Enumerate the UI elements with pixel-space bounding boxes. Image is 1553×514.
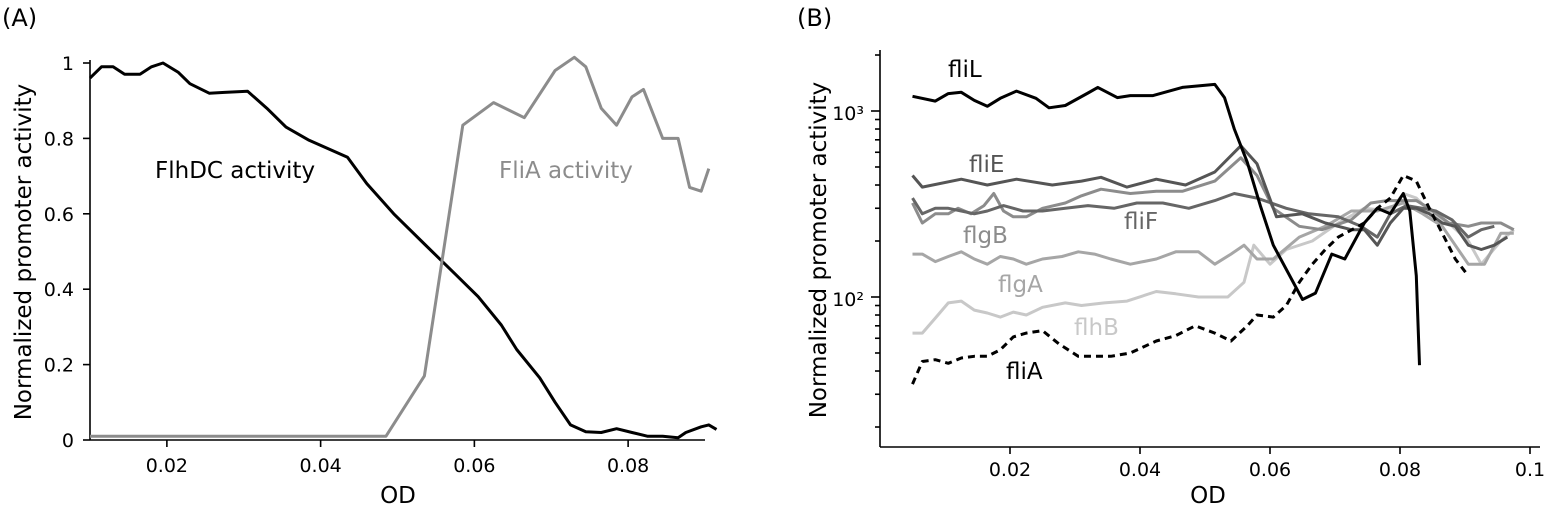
series-label-flia-activity: FliA activity bbox=[499, 158, 633, 184]
y-tick-label: 0.6 bbox=[44, 204, 74, 226]
x-tick-label: 0.04 bbox=[299, 455, 341, 477]
series-line-flgb bbox=[911, 156, 1515, 232]
y-tick-label: 0.2 bbox=[44, 355, 74, 377]
y-tick-label: 0 bbox=[62, 430, 74, 452]
x-tick-label: 0.08 bbox=[607, 455, 649, 477]
series-label-flga: flgA bbox=[998, 272, 1043, 298]
y-tick-label: 1 bbox=[62, 53, 74, 75]
series-label-flie: fliE bbox=[969, 152, 1004, 178]
y-tick-label: 0.8 bbox=[44, 128, 74, 150]
panel-b-ticks: 0.02 0.04 0.06 0.08 0.1 10² 10³ bbox=[832, 54, 1545, 481]
panel-a-ticks: 0.02 0.04 0.06 0.08 0 0.2 0.4 0.6 0.8 1 bbox=[44, 53, 650, 477]
x-tick-label: 0.08 bbox=[1379, 459, 1421, 481]
panel-a: (A) 0.02 0.04 0.06 0.08 0 0.2 0.4 0.6 0.8 1 OD No… bbox=[2, 4, 718, 509]
panel-b-label: (B) bbox=[797, 4, 832, 32]
series-line-flil bbox=[912, 82, 1421, 366]
series-label-flhdc: FlhDC activity bbox=[155, 158, 315, 184]
y-tick-label: 0.4 bbox=[44, 279, 74, 301]
y-tick-label: 10³ bbox=[832, 103, 864, 125]
series-line-flif bbox=[911, 192, 1495, 239]
series-label-flif: fliF bbox=[1124, 209, 1158, 235]
panel-a-label: (A) bbox=[2, 4, 37, 32]
x-tick-label: 0.1 bbox=[1515, 459, 1545, 481]
series-label-flia: fliA bbox=[1006, 359, 1043, 385]
panel-b-series bbox=[911, 82, 1515, 385]
series-label-flgb: flgB bbox=[963, 223, 1008, 249]
x-tick-label: 0.04 bbox=[1119, 459, 1161, 481]
series-label-flil: fliL bbox=[948, 57, 982, 83]
series-label-flhb: flhB bbox=[1074, 315, 1119, 341]
series-line-flhdc bbox=[88, 61, 718, 440]
panel-a-series bbox=[88, 55, 718, 440]
panel-a-x-label: OD bbox=[380, 483, 416, 509]
series-line-flie bbox=[911, 144, 1509, 251]
y-tick-label: 10² bbox=[832, 289, 864, 311]
panel-b-x-label: OD bbox=[1190, 483, 1226, 509]
x-tick-label: 0.06 bbox=[453, 455, 495, 477]
series-line-flia bbox=[90, 55, 711, 438]
x-tick-label: 0.02 bbox=[989, 459, 1031, 481]
series-line-flia bbox=[911, 174, 1470, 385]
x-tick-label: 0.02 bbox=[146, 455, 188, 477]
panel-a-y-label: Normalized promoter activity bbox=[11, 84, 37, 421]
panel-b: (B) 0.02 0.04 0.06 0.08 0.1 10² 10³ OD Normali… bbox=[797, 4, 1545, 509]
panel-b-y-label: Normalized promoter activity bbox=[806, 82, 832, 419]
x-tick-label: 0.06 bbox=[1249, 459, 1291, 481]
